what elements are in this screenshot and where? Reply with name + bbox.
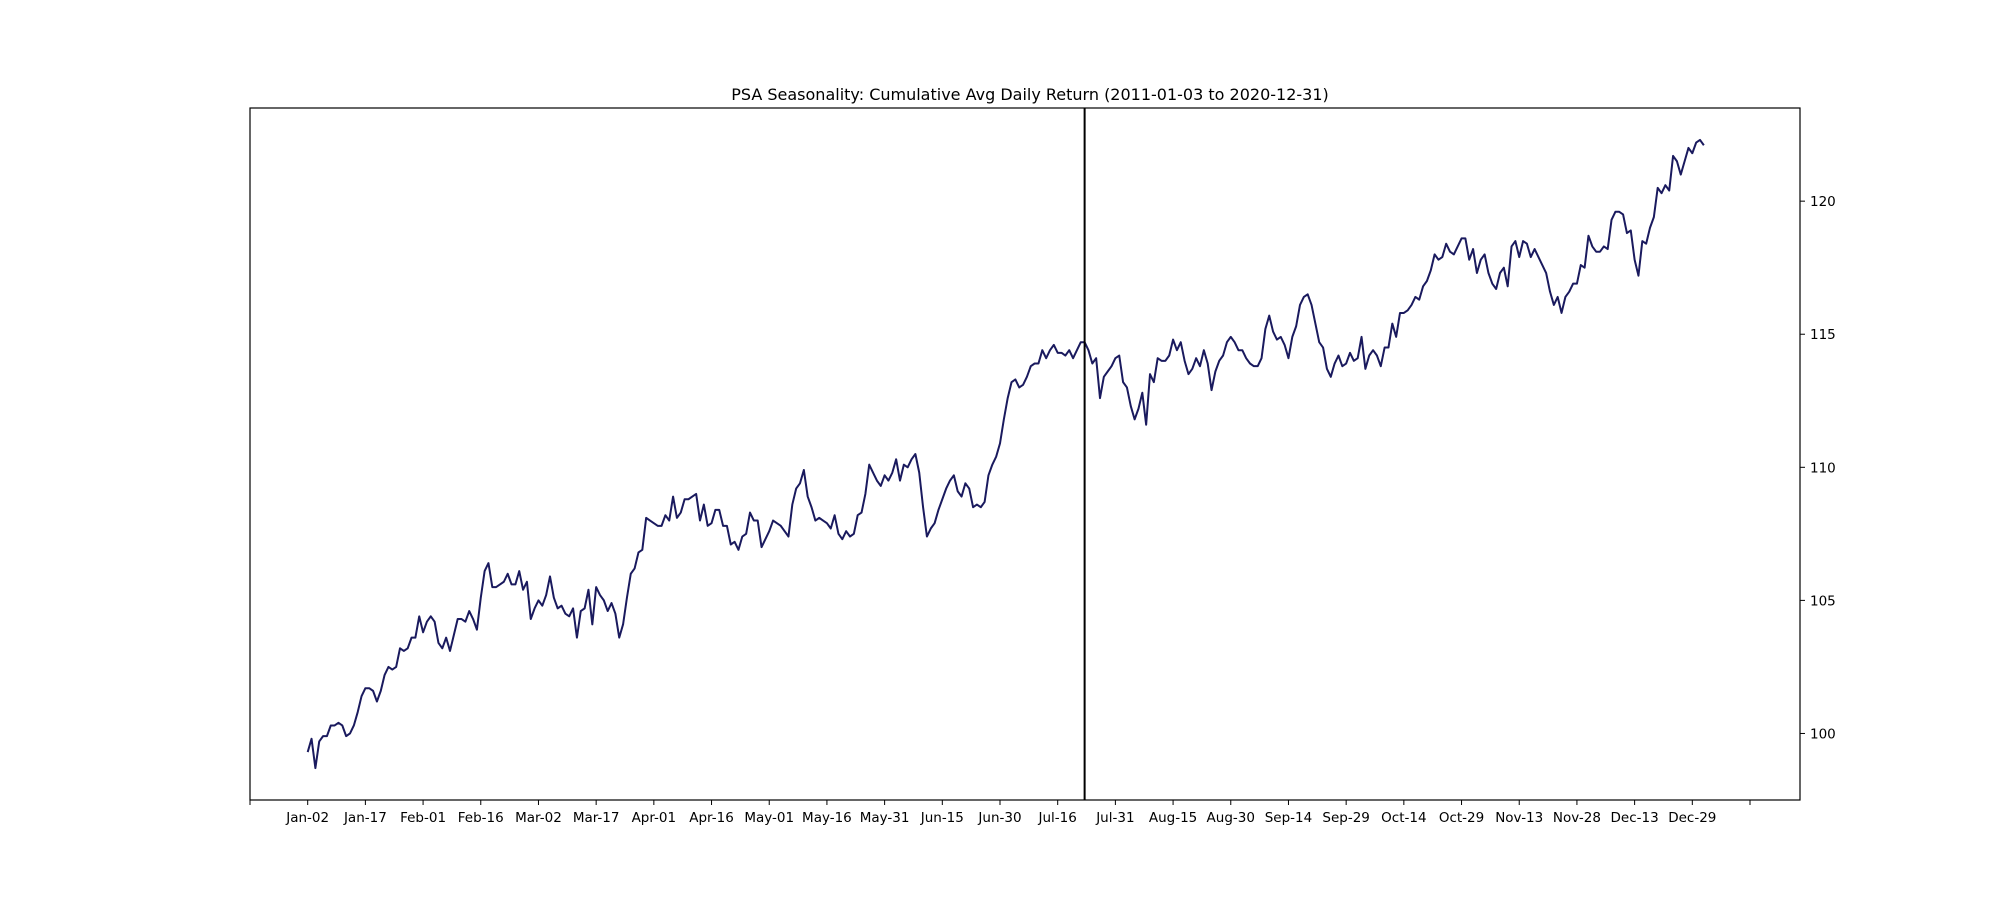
x-tick-label: Oct-14 bbox=[1381, 810, 1426, 826]
x-tick-label: Jul-31 bbox=[1095, 810, 1134, 826]
x-tick-label: Oct-29 bbox=[1439, 810, 1484, 826]
x-tick-label: Mar-02 bbox=[515, 810, 562, 826]
x-tick-label: May-31 bbox=[860, 810, 910, 826]
x-tick-label: Aug-15 bbox=[1149, 810, 1197, 826]
chart-title: PSA Seasonality: Cumulative Avg Daily Re… bbox=[731, 85, 1329, 104]
series-layer bbox=[306, 138, 1705, 770]
x-tick-label: Apr-16 bbox=[689, 810, 734, 826]
x-tick-label: Sep-14 bbox=[1265, 810, 1313, 826]
y-tick-label: 110 bbox=[1810, 460, 1836, 476]
plot-frame bbox=[249, 107, 1801, 801]
y-tick-label: 105 bbox=[1810, 593, 1836, 609]
x-axis-ticks: Jan-02 Jan-17 Feb-01 Feb-16 Mar-02 Mar-17 Apr-… bbox=[249, 800, 1751, 826]
x-tick-label: Jan-17 bbox=[343, 810, 387, 826]
x-tick-label: Dec-13 bbox=[1611, 810, 1659, 826]
x-tick-label: Nov-13 bbox=[1495, 810, 1543, 826]
x-tick-label: Jun-30 bbox=[977, 810, 1021, 826]
x-tick-label: May-16 bbox=[802, 810, 852, 826]
y-tick-label: 115 bbox=[1810, 327, 1836, 343]
x-tick-label: Dec-29 bbox=[1668, 810, 1716, 826]
x-tick-label: Sep-29 bbox=[1322, 810, 1370, 826]
x-tick-label: Jan-02 bbox=[285, 810, 329, 826]
x-tick-label: Feb-16 bbox=[458, 810, 504, 826]
x-tick-label: Jul-16 bbox=[1038, 810, 1077, 826]
x-tick-label: Nov-28 bbox=[1553, 810, 1601, 826]
y-tick-label: 100 bbox=[1810, 726, 1836, 742]
x-tick-label: Mar-17 bbox=[573, 810, 620, 826]
x-tick-label: Apr-01 bbox=[632, 810, 677, 826]
y-axis-ticks: 100 105 110 115 120 bbox=[1800, 194, 1836, 742]
x-tick-label: May-01 bbox=[744, 810, 794, 826]
y-tick-label: 120 bbox=[1810, 194, 1836, 210]
x-tick-label: Feb-01 bbox=[400, 810, 446, 826]
x-tick-label: Jun-15 bbox=[920, 810, 964, 826]
x-tick-label: Aug-30 bbox=[1207, 810, 1255, 826]
series-line bbox=[306, 138, 1705, 770]
